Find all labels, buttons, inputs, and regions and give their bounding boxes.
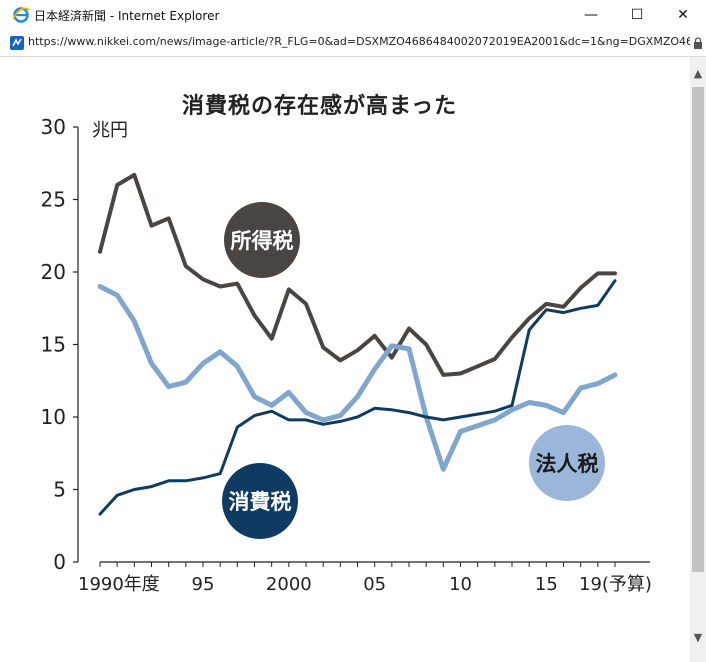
scroll-up-icon[interactable]: ▲ (693, 67, 703, 80)
x-tick-label: 10 (449, 574, 472, 595)
url-text[interactable]: https://www.nikkei.com/news/image-articl… (28, 35, 690, 48)
y-tick-label: 15 (41, 333, 66, 357)
x-axis: 1990年度 95 2000 05 10 15 19(予算) (78, 561, 652, 595)
x-tick-label: 95 (192, 574, 215, 595)
x-tick-label: 1990年度 (78, 574, 160, 595)
series-label-circle (529, 425, 605, 501)
x-tick-label: 05 (363, 574, 386, 595)
series-line (97, 284, 618, 472)
series-lines (97, 172, 618, 516)
page-icon (10, 36, 24, 50)
y-tick-label: 0 (53, 550, 66, 574)
window-titlebar: 日本経済新聞 - Internet Explorer — ☐ ✕ (0, 0, 706, 30)
x-tick-label: 15 (535, 574, 558, 595)
address-bar[interactable]: https://www.nikkei.com/news/image-articl… (0, 30, 706, 57)
y-tick-label: 20 (41, 260, 66, 284)
minimize-icon: — (584, 7, 598, 23)
series-label: 法人税 (536, 452, 599, 476)
series-label-circle (224, 202, 300, 278)
scroll-down-icon[interactable]: ▼ (693, 631, 703, 644)
series-line (98, 172, 617, 377)
x-tick-label: 2000 (266, 574, 312, 595)
y-unit-label: 兆円 (92, 120, 128, 141)
ie-icon (12, 7, 30, 23)
x-tick-label: 19(予算) (579, 574, 652, 595)
y-tick-label: 25 (41, 188, 66, 212)
maximize-icon: ☐ (630, 7, 644, 23)
series-label-circle (222, 463, 298, 539)
vertical-scrollbar[interactable]: ▲ ▼ (690, 57, 706, 662)
lock-icon (694, 37, 702, 49)
y-tick-label: 30 (41, 115, 66, 139)
minimize-button[interactable]: — (568, 0, 614, 30)
maximize-button[interactable]: ☐ (614, 0, 660, 30)
scroll-thumb[interactable] (692, 87, 704, 572)
series-line (98, 279, 617, 516)
close-button[interactable]: ✕ (660, 0, 706, 30)
series-label: 消費税 (229, 490, 292, 514)
chart-title: 消費税の存在感が高まった (182, 94, 458, 119)
y-tick-label: 5 (53, 478, 66, 502)
close-icon: ✕ (677, 7, 689, 23)
y-tick-label: 10 (41, 405, 66, 429)
series-label: 所得税 (231, 229, 294, 253)
y-axis: 0 5 10 15 20 25 30 兆円 (41, 115, 128, 574)
window-title: 日本経済新聞 - Internet Explorer (34, 9, 220, 23)
